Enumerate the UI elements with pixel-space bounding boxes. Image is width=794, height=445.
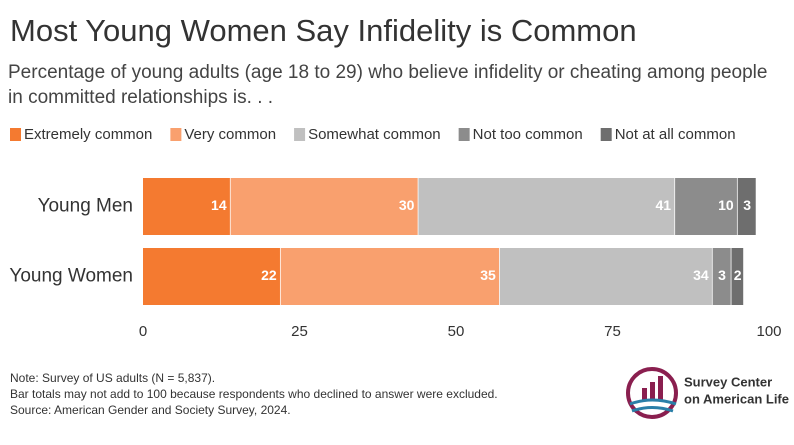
y-tick-label: Young Men (38, 196, 133, 217)
legend-label: Not too common (473, 126, 583, 143)
legend-label: Extremely common (24, 126, 152, 143)
bar-segment (230, 178, 419, 235)
legend-swatch (294, 128, 306, 141)
note: Bar totals may not add to 100 because re… (10, 387, 498, 401)
data-label: 3 (718, 267, 726, 283)
data-label: 41 (656, 197, 672, 213)
bar-segment (418, 178, 676, 235)
bar-segment (499, 248, 713, 305)
logo-ring (626, 367, 678, 419)
data-label: 10 (718, 197, 734, 213)
legend-swatch (458, 128, 470, 141)
legend-swatch (10, 128, 21, 141)
note: Source: American Gender and Society Surv… (10, 403, 291, 417)
data-label: 22 (261, 267, 277, 283)
subtitle-box: Percentage of young adults (age 18 to 29… (8, 62, 768, 108)
legend-label: Not at all common (615, 126, 736, 143)
bar-segment (280, 248, 500, 305)
chart-title: Most Young Women Say Infidelity is Commo… (10, 13, 637, 48)
chart-subtitle: Percentage of young adults (age 18 to 29… (8, 62, 768, 108)
bar-segment (712, 248, 732, 305)
legend-swatch (600, 128, 612, 141)
bar-segment (143, 248, 281, 305)
legend-swatch (170, 128, 182, 141)
logo: Survey Center on American Life (626, 367, 789, 419)
x-tick-label: 50 (448, 323, 465, 340)
bar-segment (675, 178, 738, 235)
data-label: 14 (211, 197, 227, 213)
x-tick-label: 100 (756, 323, 781, 340)
note: Note: Survey of US adults (N = 5,837). (10, 371, 215, 385)
data-label: 30 (399, 197, 415, 213)
bar-segment (731, 248, 744, 305)
x-tick-label: 75 (604, 323, 621, 340)
logo-bar (650, 382, 655, 400)
x-tick-label: 25 (291, 323, 308, 340)
logo-wave (629, 398, 677, 406)
legend-label: Very common (184, 126, 276, 143)
logo-bar (658, 376, 663, 400)
logo-text: Survey Center (684, 374, 772, 389)
data-label: 3 (743, 197, 751, 213)
data-label: 2 (734, 267, 742, 283)
bar-segment (143, 178, 231, 235)
logo-bar (642, 388, 647, 400)
data-label: 35 (480, 267, 496, 283)
data-label: 34 (693, 267, 709, 283)
bar-segment (737, 178, 757, 235)
y-tick-label: Young Women (9, 266, 133, 287)
x-tick-label: 0 (139, 323, 147, 340)
legend-label: Somewhat common (308, 126, 441, 143)
logo-text: on American Life (684, 391, 789, 406)
logo-wave (631, 406, 674, 413)
